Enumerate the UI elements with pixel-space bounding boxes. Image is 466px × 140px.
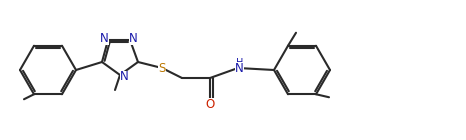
Text: N: N [235,61,244,74]
Text: S: S [158,61,166,74]
Text: N: N [100,32,109,45]
Text: N: N [129,32,138,45]
Text: O: O [206,97,215,110]
Text: H: H [236,58,243,67]
Text: N: N [120,71,128,83]
